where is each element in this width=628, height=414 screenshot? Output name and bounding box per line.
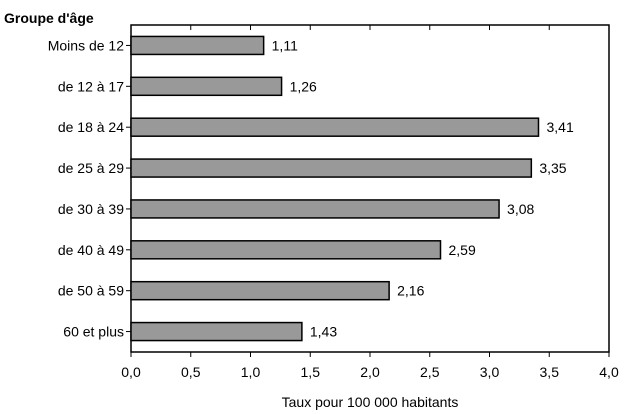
bar-value-label: 2,16 — [397, 283, 424, 299]
plot-area-frame — [130, 24, 610, 353]
bar — [130, 117, 540, 137]
chart-marks: 0,0 0,5 1,0 1,5 2,0 2,5 3,0 3,5 4,0 Moins de 12 1,… — [48, 25, 619, 380]
category-label: de 50 à 59 — [58, 283, 124, 299]
x-tick-label: 4,0 — [599, 364, 619, 380]
x-tick-label: 2,0 — [360, 364, 380, 380]
x-tick-label: 3,0 — [480, 364, 500, 380]
bar-value-label: 1,43 — [310, 324, 337, 340]
bar — [130, 240, 442, 260]
chart-title: Groupe d'âge — [4, 10, 94, 26]
x-tick-label: 0,5 — [181, 364, 201, 380]
category-label: de 25 à 29 — [58, 160, 124, 176]
bar — [130, 35, 265, 56]
category-label: de 12 à 17 — [58, 78, 124, 94]
bar-value-label: 1,26 — [290, 78, 317, 94]
category-label: Moins de 12 — [48, 37, 124, 53]
bar-value-label: 3,35 — [539, 160, 566, 176]
bar — [130, 158, 533, 178]
bar — [130, 199, 500, 219]
category-label: de 18 à 24 — [58, 119, 124, 135]
x-axis-title: Taux pour 100 000 habitants — [282, 394, 459, 410]
bar — [130, 280, 390, 301]
bar-value-label: 3,41 — [546, 119, 573, 135]
x-tick-label: 1,0 — [241, 364, 261, 380]
bar — [130, 76, 283, 97]
bar-value-label: 1,11 — [272, 37, 298, 53]
bar-value-label: 3,08 — [507, 201, 534, 217]
category-label: de 40 à 49 — [58, 242, 124, 258]
x-tick-label: 0,0 — [121, 364, 141, 380]
category-label: de 30 à 39 — [58, 201, 124, 217]
bar — [130, 321, 303, 342]
x-tick-label: 3,5 — [540, 364, 560, 380]
bar-value-label: 2,59 — [449, 242, 476, 258]
category-label: 60 et plus — [63, 324, 124, 340]
x-tick-label: 1,5 — [301, 364, 321, 380]
x-tick-label: 2,5 — [420, 364, 440, 380]
